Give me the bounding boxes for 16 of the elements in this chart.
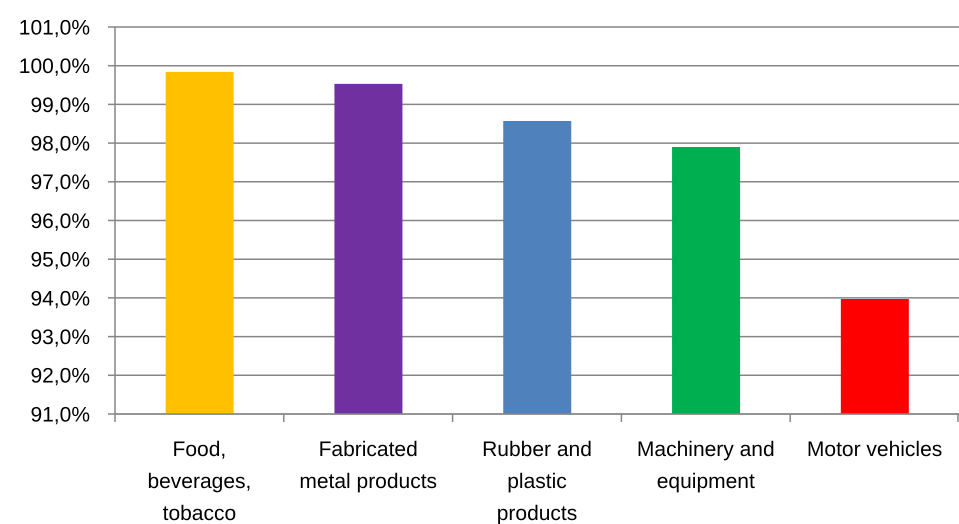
y-tick-label: 99,0% <box>30 94 90 117</box>
y-tick-label: 97,0% <box>30 171 90 194</box>
y-tick-label: 98,0% <box>30 132 90 156</box>
x-tick-label: Fabricated metal products <box>299 438 438 493</box>
y-tick-label: 92,0% <box>30 364 90 388</box>
y-tick-label: 94,0% <box>30 287 90 310</box>
y-tick-label: 93,0% <box>30 326 90 349</box>
y-tick-label: 101,0% <box>18 16 90 40</box>
y-tick-label: 100,0% <box>18 55 90 78</box>
x-tick-label: Motor vehicles <box>806 438 942 461</box>
y-tick-label: 91,0% <box>30 403 90 426</box>
x-tick-label: Food, beverages, tobacco <box>147 438 252 524</box>
x-tick-label: Machinery and equipment <box>636 438 775 493</box>
y-tick-label: 95,0% <box>30 248 90 272</box>
y-tick-label: 96,0% <box>30 210 90 233</box>
x-tick-label: Rubber and plastic products <box>482 438 592 524</box>
